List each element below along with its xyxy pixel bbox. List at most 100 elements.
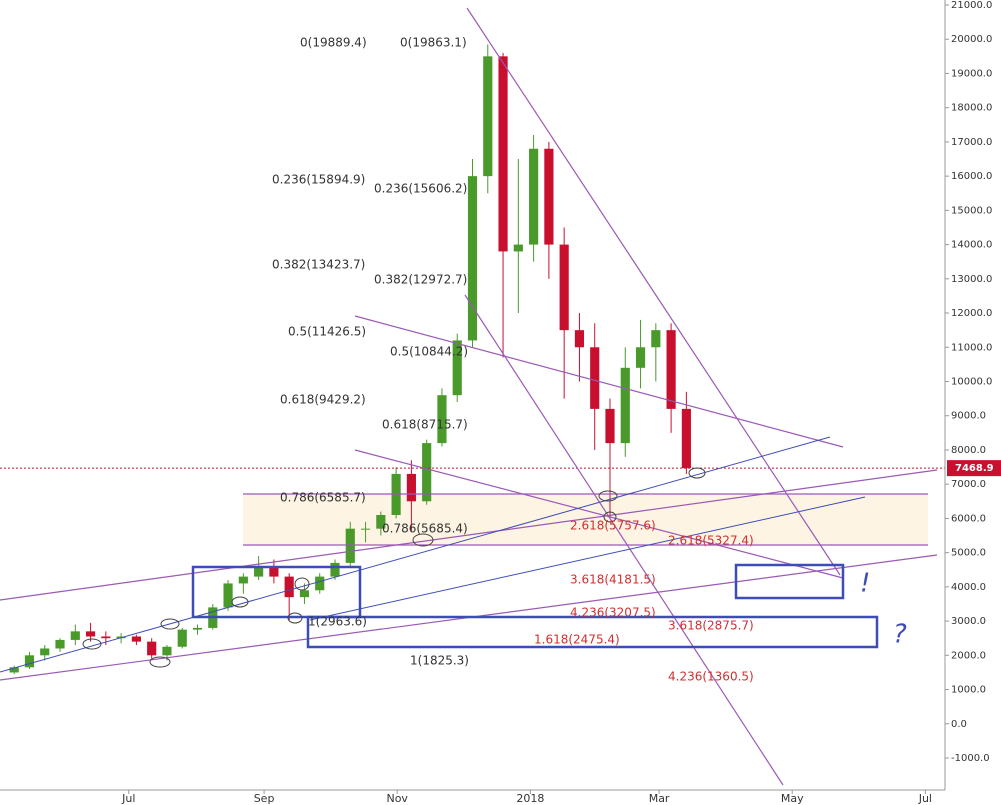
candle-body	[376, 514, 386, 529]
fib-ext-label: 2.618(5327.4)	[668, 534, 754, 548]
fib-ext-label: 3.618(4181.5)	[570, 573, 656, 587]
y-tick-label: 8000.0	[951, 445, 986, 456]
candle-body	[85, 631, 96, 637]
y-tick-label: 5000.0	[951, 548, 986, 559]
y-tick-label: 2000.0	[951, 650, 986, 661]
candle-body	[269, 566, 279, 577]
candle-body	[635, 347, 646, 368]
candle-body	[498, 56, 508, 252]
candle-body	[620, 367, 630, 444]
candle-body	[422, 443, 432, 502]
candle-body	[529, 148, 539, 245]
candle-body	[605, 408, 615, 444]
y-tick-label: 3000.0	[951, 616, 986, 627]
y-tick-label: 15000.0	[951, 205, 992, 216]
fib-ext-label: 4.236(1360.5)	[668, 670, 754, 684]
axis-labels: -1000.0 0.0 1000.0 2000.0 3000.0 4000.0 5000.0…	[121, 0, 1001, 805]
candle-body	[101, 636, 111, 639]
fib-ext-label: 1.618(2475.4)	[534, 633, 620, 647]
candle-body	[544, 148, 554, 245]
candle-body	[238, 576, 248, 584]
candle-body	[177, 629, 187, 647]
candle-body	[574, 330, 585, 348]
fib-label: 0(19863.1)	[400, 36, 467, 50]
candle-body	[681, 408, 691, 469]
fib-label: 0.236(15606.2)	[374, 182, 467, 196]
y-tick-label: 11000.0	[951, 342, 992, 353]
candle-body	[70, 631, 80, 640]
fib-label: 0.236(15894.9)	[272, 173, 365, 187]
candle-body	[651, 330, 661, 348]
fib-label: 0.618(8715.7)	[382, 418, 468, 432]
fib-label: 1(2963.6)	[308, 615, 367, 629]
y-tick-label: 19000.0	[951, 68, 992, 79]
x-tick-label: Sep	[254, 792, 275, 805]
y-tick-label: 13000.0	[951, 274, 992, 285]
y-tick-label: 9000.0	[951, 411, 986, 422]
y-tick-label: 16000.0	[951, 171, 992, 182]
candle-body	[666, 330, 676, 409]
y-tick-label: 10000.0	[951, 377, 992, 388]
x-tick-label: Jul	[121, 792, 135, 805]
hand-mark: !	[860, 569, 870, 599]
x-tick-label: Nov	[386, 792, 408, 805]
fib-label: 0.5(11426.5)	[288, 325, 366, 339]
candle-body	[55, 639, 65, 649]
hand-mark: ?	[893, 620, 907, 650]
candle-body	[223, 583, 233, 608]
drawings	[0, 7, 938, 786]
candles	[0, 44, 945, 675]
candle-body	[345, 528, 355, 563]
candle-body	[452, 340, 462, 396]
candle-body	[590, 347, 600, 409]
x-tick-label: Jul	[918, 792, 932, 805]
y-tick-label: 7000.0	[951, 479, 986, 490]
annotations: 0(19889.4) 0(19863.1) 0.236(15894.9) 0.236(…	[272, 36, 907, 684]
y-tick-label: 6000.0	[951, 513, 986, 524]
candle-body	[131, 636, 141, 642]
y-tick-label: 18000.0	[951, 103, 992, 114]
fib-zone	[243, 494, 928, 545]
candle-body	[467, 176, 478, 341]
price-tag	[947, 460, 1001, 477]
y-tick-label: 21000.0	[951, 0, 992, 11]
y-tick-label: 17000.0	[951, 137, 992, 148]
y-tick-label: 20000.0	[951, 34, 992, 45]
fib-label: 0.786(6585.7)	[280, 491, 366, 505]
candle-body	[147, 641, 157, 656]
y-tick-label: -1000.0	[951, 753, 990, 764]
fib-ext-label: 3.618(2875.7)	[668, 619, 754, 633]
candle-body	[192, 627, 203, 630]
candle-body	[360, 528, 371, 530]
y-tick-label: 4000.0	[951, 582, 986, 593]
price-label: 7468.9	[955, 463, 994, 474]
fib-label: 0.5(10844.2)	[390, 345, 468, 359]
fib-label: 0.382(13423.7)	[272, 258, 365, 272]
x-tick-label: May	[781, 792, 804, 805]
fib-ext-label: 2.618(5757.6)	[570, 519, 656, 533]
fib-label: 0(19889.4)	[300, 36, 367, 50]
y-tick-label: 0.0	[951, 719, 967, 730]
candle-body	[40, 648, 50, 656]
candle-body	[406, 473, 416, 502]
candle-body	[162, 646, 172, 656]
candle-body	[315, 576, 325, 591]
fib-ext-label: 4.236(3207.5)	[570, 606, 656, 620]
fib-label: 1(1825.3)	[410, 654, 469, 668]
candle-body	[254, 566, 264, 577]
y-tick-label: 12000.0	[951, 308, 992, 319]
candle-body	[24, 655, 35, 668]
candle-body	[437, 395, 447, 444]
candle-body	[299, 590, 310, 598]
candle-body	[330, 562, 340, 577]
candle-body	[284, 576, 294, 598]
candle-body	[513, 244, 523, 252]
x-tick-label: 2018	[516, 792, 544, 805]
fib-label: 0.382(12972.7)	[374, 273, 467, 287]
fib-label: 0.786(5685.4)	[382, 522, 468, 536]
fib-label: 0.618(9429.2)	[280, 393, 366, 407]
y-tick-label: 1000.0	[951, 685, 986, 696]
x-tick-label: Mar	[649, 792, 670, 805]
candle-body	[483, 56, 493, 177]
